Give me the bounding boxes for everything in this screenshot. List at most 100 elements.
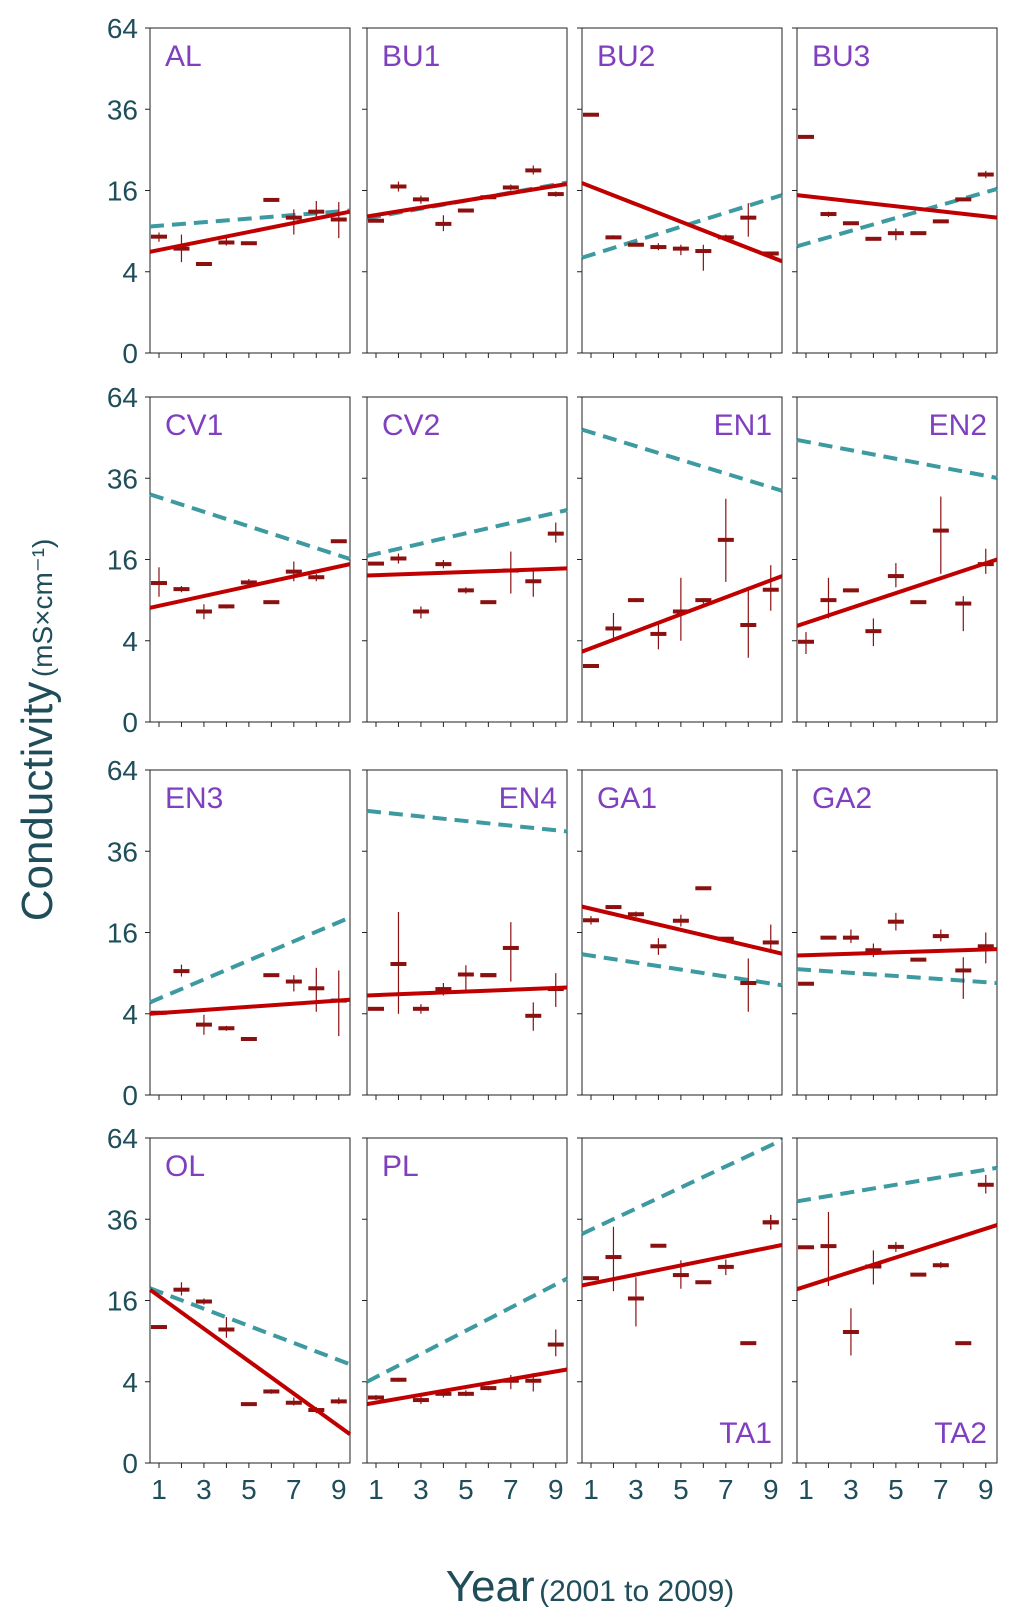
data-point: [582, 664, 599, 669]
y-tick-label: 36: [107, 94, 138, 125]
y-tick-label: 64: [107, 13, 138, 44]
y-axis-label: Conductivity: [13, 681, 62, 922]
data-point: [582, 1276, 599, 1281]
data-point: [525, 168, 542, 173]
y-tick-label: 64: [107, 755, 138, 786]
y-tick-label: 36: [107, 1204, 138, 1235]
data-point: [367, 218, 384, 223]
panel-label: GA1: [597, 782, 657, 815]
data-point: [263, 197, 280, 202]
data-point: [263, 600, 280, 605]
data-point: [367, 561, 384, 566]
data-point: [195, 1022, 212, 1027]
data-point: [627, 1296, 644, 1301]
data-point: [173, 587, 190, 592]
data-point: [390, 961, 407, 966]
data-point: [285, 569, 302, 574]
y-tick-label: 16: [107, 545, 138, 576]
data-point: [435, 987, 452, 992]
data-point: [457, 588, 474, 593]
data-point: [842, 935, 859, 940]
data-point: [218, 240, 235, 245]
trend-line: [366, 1367, 568, 1407]
data-point: [740, 981, 757, 986]
y-tick-label: 64: [107, 382, 138, 413]
data-point: [762, 251, 779, 256]
data-point: [195, 1299, 212, 1304]
data-point: [195, 261, 212, 266]
data-point: [218, 604, 235, 609]
data-point: [627, 912, 644, 917]
trend-line: [149, 997, 351, 1016]
panel-label: BU1: [382, 40, 440, 73]
data-point: [285, 215, 302, 220]
y-axis-title-wrapper: Conductivity (mS×cm⁻¹): [8, 480, 68, 980]
data-point: [435, 1391, 452, 1396]
panel-ga2: GA2: [792, 769, 998, 1100]
reference-line: [149, 492, 351, 561]
panel-frame: [366, 1137, 568, 1464]
x-tick-label: 5: [888, 1474, 904, 1505]
data-point: [435, 221, 452, 226]
data-point: [820, 598, 837, 603]
trend-line: [581, 1243, 783, 1288]
x-tick-label: 9: [331, 1474, 347, 1505]
x-axis-label: Year: [445, 1562, 535, 1611]
panel-frame: [149, 396, 351, 723]
data-point: [457, 208, 474, 213]
data-point: [173, 969, 190, 974]
x-tick-label: 1: [798, 1474, 814, 1505]
x-axis-note: (2001 to 2009): [539, 1575, 735, 1608]
trend-line: [366, 566, 568, 578]
data-point: [910, 231, 927, 236]
data-point: [842, 1329, 859, 1334]
data-point: [218, 1026, 235, 1031]
panel-label: CV2: [382, 409, 440, 442]
data-point: [457, 972, 474, 977]
panel-label: GA2: [812, 782, 872, 815]
data-point: [367, 1395, 384, 1400]
y-tick-label: 0: [122, 707, 138, 738]
data-point: [977, 944, 994, 949]
data-point: [887, 1244, 904, 1249]
y-tick-label: 4: [122, 626, 138, 657]
x-tick-label: 5: [673, 1474, 689, 1505]
y-tick-label: 36: [107, 463, 138, 494]
x-tick-label: 3: [628, 1474, 644, 1505]
data-point: [672, 918, 689, 923]
panel-label: BU2: [597, 40, 655, 73]
y-tick-label: 4: [122, 1367, 138, 1398]
y-tick-label: 0: [122, 1448, 138, 1479]
data-point: [820, 935, 837, 940]
data-point: [367, 1006, 384, 1011]
trend-line: [149, 562, 351, 610]
data-point: [150, 1325, 167, 1330]
panel-bu2: BU2: [577, 27, 783, 358]
reference-line: [796, 437, 998, 480]
reference-line: [366, 508, 568, 558]
data-point: [412, 1398, 429, 1403]
data-point: [240, 241, 257, 246]
data-point: [740, 215, 757, 220]
data-point: [173, 1287, 190, 1292]
data-point: [797, 134, 814, 139]
data-point: [955, 601, 972, 606]
data-point: [740, 623, 757, 628]
data-point: [820, 212, 837, 217]
x-tick-label: 3: [196, 1474, 212, 1505]
data-point: [195, 609, 212, 614]
panel-label: PL: [382, 1150, 419, 1183]
data-point: [330, 539, 347, 544]
data-point: [977, 1182, 994, 1187]
data-point: [605, 905, 622, 910]
data-point: [865, 236, 882, 241]
panel-en2: EN2: [792, 396, 998, 727]
panel-frame: [581, 396, 783, 723]
panel-ga1: GA1: [577, 769, 783, 1100]
data-point: [547, 192, 564, 197]
data-point: [308, 575, 325, 580]
panel-frame: [149, 27, 351, 354]
reference-line: [796, 187, 998, 249]
data-point: [502, 185, 519, 190]
data-point: [480, 973, 497, 978]
